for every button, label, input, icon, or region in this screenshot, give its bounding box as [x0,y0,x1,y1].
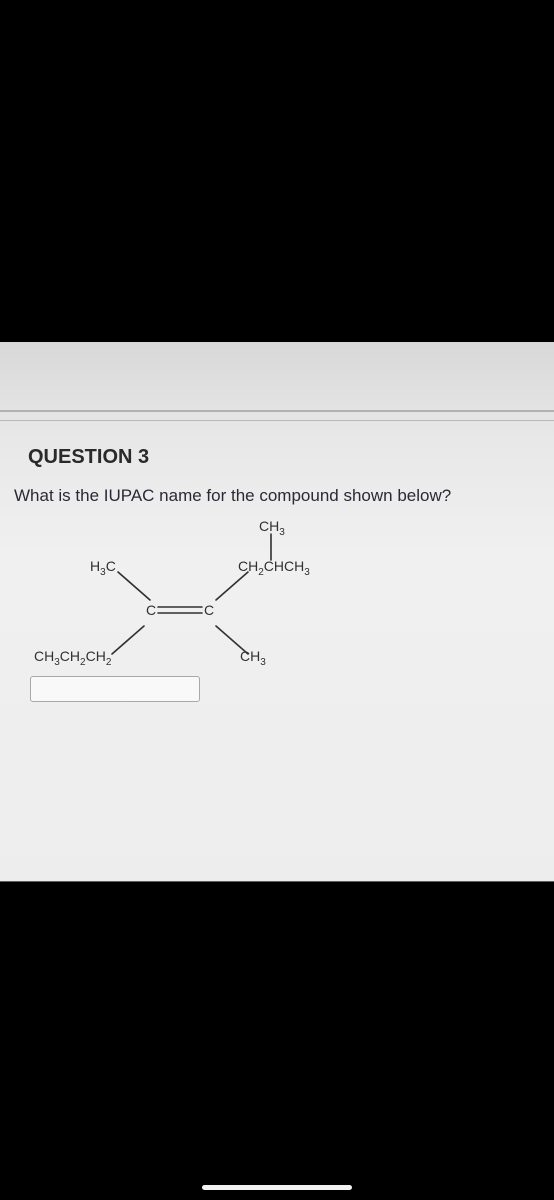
label-right-lower: CH3 [240,648,266,668]
question-container: QUESTION 3 What is the IUPAC name for th… [0,446,554,672]
label-left-upper: H3C [90,558,116,578]
home-indicator [202,1185,352,1190]
label-left-lower: CH3CH2CH2 [34,648,111,668]
label-top-branch: CH3 [259,518,285,538]
content-panel: QUESTION 3 What is the IUPAC name for th… [0,342,554,882]
question-prompt: What is the IUPAC name for the compound … [14,485,530,508]
label-c-right: C [204,602,214,618]
structure-diagram: CH3 H3C CH2CHCH3 C C CH3CH2CH2 CH3 [50,522,350,672]
label-right-upper: CH2CHCH3 [238,558,310,578]
label-c-left: C [146,602,156,618]
answer-input[interactable] [30,676,200,702]
divider-line-2 [0,420,554,421]
question-title: QUESTION 3 [28,446,554,469]
divider-line-1 [0,410,554,412]
